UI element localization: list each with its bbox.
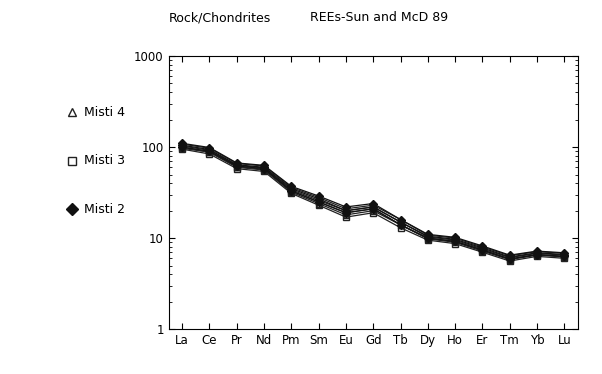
Misti 4: [370, 208, 377, 213]
Text: Misti 3: Misti 3: [84, 154, 125, 167]
Misti 2: [479, 248, 486, 252]
Misti 4: [452, 240, 459, 245]
Misti 4: [261, 168, 268, 172]
Misti 4: [288, 190, 295, 194]
Misti 2: [560, 254, 568, 258]
Misti 2: [452, 239, 459, 243]
Misti 3: [370, 211, 377, 215]
Misti 4: [179, 146, 186, 151]
Misti 4: [315, 201, 322, 206]
Misti 3: [261, 169, 268, 174]
Text: Misti 2: Misti 2: [84, 203, 125, 216]
Misti 2: [424, 236, 432, 240]
Misti 2: [506, 257, 514, 261]
Misti 3: [560, 256, 568, 261]
Text: REEs-Sun and McD 89: REEs-Sun and McD 89: [310, 11, 448, 24]
Misti 2: [233, 164, 240, 168]
Line: Misti 3: Misti 3: [179, 146, 567, 264]
Misti 4: [424, 237, 432, 241]
Misti 3: [506, 259, 514, 263]
Misti 3: [479, 250, 486, 254]
Misti 3: [233, 166, 240, 171]
Misti 3: [206, 152, 213, 156]
Misti 3: [315, 203, 322, 208]
Misti 3: [424, 238, 432, 242]
Misti 3: [343, 215, 350, 220]
Misti 4: [233, 165, 240, 169]
Misti 4: [479, 249, 486, 253]
Misti 2: [206, 149, 213, 153]
Misti 2: [397, 223, 404, 227]
Misti 3: [397, 226, 404, 230]
Misti 2: [343, 211, 350, 215]
Misti 3: [452, 241, 459, 246]
Text: Rock/Chondrites: Rock/Chondrites: [169, 11, 271, 24]
Misti 3: [288, 191, 295, 196]
Misti 4: [206, 150, 213, 154]
Misti 2: [315, 200, 322, 204]
Misti 2: [370, 206, 377, 211]
Line: Misti 4: Misti 4: [179, 145, 567, 263]
Misti 2: [533, 252, 541, 257]
Misti 3: [533, 254, 541, 258]
Misti 4: [343, 213, 350, 217]
Misti 4: [533, 253, 541, 257]
Text: Misti 4: Misti 4: [84, 106, 125, 119]
Misti 2: [179, 145, 186, 149]
Line: Misti 2: Misti 2: [179, 144, 567, 262]
Misti 2: [261, 166, 268, 171]
Misti 4: [560, 255, 568, 259]
Misti 4: [506, 257, 514, 262]
Misti 3: [179, 147, 186, 151]
Misti 2: [288, 188, 295, 193]
Misti 4: [397, 223, 404, 227]
